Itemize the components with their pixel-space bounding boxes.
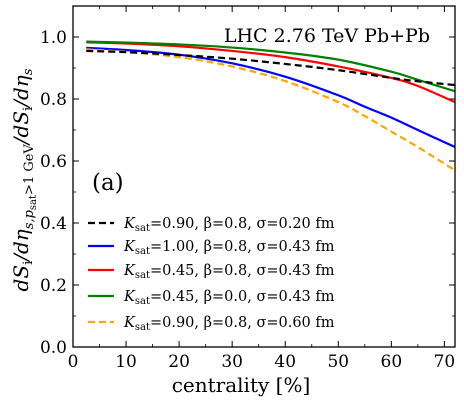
y-tick-label: 0.8 xyxy=(40,90,67,110)
legend-label-5: Ksat=0.90, β=0.8, σ=0.60 fm xyxy=(123,315,335,333)
y-tick-label: 0.2 xyxy=(40,276,67,296)
series-line-4 xyxy=(86,40,456,93)
x-tick-label: 30 xyxy=(221,352,243,372)
series-line-1 xyxy=(86,49,456,87)
series-line-2 xyxy=(86,46,456,149)
series-line-5 xyxy=(86,48,456,172)
series-line-3 xyxy=(86,41,456,104)
legend-label-3: Ksat=0.45, β=0.8, σ=0.43 fm xyxy=(123,263,335,281)
x-tick-label: 70 xyxy=(434,352,456,372)
y-axis-label: dSi/dηs,psat>1 GeV/dSi/dηs xyxy=(9,68,39,291)
x-tick-label: 0 xyxy=(68,352,79,372)
x-tick-label: 20 xyxy=(168,352,190,372)
x-tick-label: 50 xyxy=(327,352,349,372)
series-lines xyxy=(86,40,456,172)
y-tick-label: 0.6 xyxy=(40,152,67,172)
chart-annotation: LHC 2.76 TeV Pb+Pb xyxy=(224,25,430,47)
y-tick-label: 0.4 xyxy=(40,214,67,234)
legend-label-1: Ksat=0.90, β=0.8, σ=0.20 fm xyxy=(123,216,335,234)
legend: Ksat=0.90, β=0.8, σ=0.20 fm Ksat=1.00, β=… xyxy=(88,216,335,333)
panel-label: (a) xyxy=(92,170,124,196)
x-tick-label: 10 xyxy=(115,352,137,372)
x-tick-label: 60 xyxy=(381,352,403,372)
axis-ticks: 0 10 20 30 40 50 60 70 0.0 0.2 0.4 0.6 0.8 1.0 xyxy=(40,5,456,372)
legend-label-4: Ksat=0.45, β=0.0, σ=0.43 fm xyxy=(123,289,335,307)
x-axis-label: centrality [%] xyxy=(172,373,311,397)
y-tick-label: 0.0 xyxy=(40,338,67,358)
x-tick-label: 40 xyxy=(274,352,296,372)
plot-frame xyxy=(72,5,456,348)
legend-label-2: Ksat=1.00, β=0.8, σ=0.43 fm xyxy=(123,239,335,257)
y-tick-label: 1.0 xyxy=(40,28,67,48)
